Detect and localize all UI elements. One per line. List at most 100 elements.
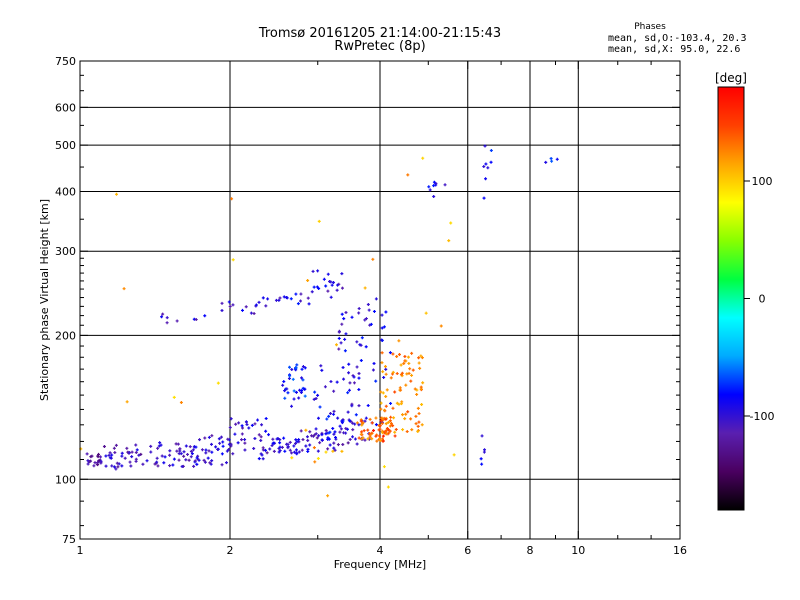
data-point — [266, 297, 270, 301]
y-tick-label: 400 — [55, 185, 76, 198]
data-point — [340, 322, 344, 326]
data-point — [366, 428, 370, 432]
data-point — [354, 413, 358, 417]
data-point — [318, 405, 322, 409]
data-point — [332, 432, 336, 436]
colorbar — [717, 86, 745, 511]
data-point — [312, 285, 316, 289]
data-point — [417, 412, 421, 416]
data-point — [452, 453, 456, 457]
data-point — [243, 438, 247, 442]
data-point — [420, 423, 424, 427]
data-point — [336, 283, 340, 287]
data-point — [115, 192, 119, 196]
x-tick-label: 8 — [527, 544, 534, 557]
data-point — [260, 423, 264, 427]
data-point — [363, 318, 367, 322]
data-point — [244, 305, 248, 309]
data-point — [282, 295, 286, 299]
data-point — [306, 279, 310, 283]
data-point — [287, 365, 291, 369]
data-point — [234, 422, 238, 426]
data-point — [317, 434, 321, 438]
data-point — [156, 464, 160, 468]
data-point — [306, 438, 310, 442]
colorbar-tick-label: 0 — [759, 293, 766, 306]
data-point — [236, 441, 240, 445]
data-point — [388, 429, 392, 433]
data-point — [301, 386, 305, 390]
data-point — [384, 394, 388, 398]
x-tick-label: 6 — [464, 544, 471, 557]
data-point — [357, 376, 361, 380]
colorbar-label: [deg] — [715, 71, 747, 85]
data-point — [427, 185, 431, 189]
data-point — [393, 390, 397, 394]
data-point — [359, 432, 363, 436]
data-point — [344, 332, 348, 336]
data-point — [368, 417, 372, 421]
data-point — [342, 317, 346, 321]
data-point — [337, 336, 341, 340]
data-point — [288, 374, 292, 378]
data-point — [389, 415, 393, 419]
data-point — [271, 441, 275, 445]
y-tick-label: 600 — [55, 101, 76, 114]
data-point — [288, 440, 292, 444]
data-point — [200, 448, 204, 452]
data-point — [287, 376, 291, 380]
data-point — [292, 444, 296, 448]
data-point — [410, 351, 414, 355]
data-point — [338, 424, 342, 428]
data-point — [202, 458, 206, 462]
data-point — [380, 422, 384, 426]
data-point — [415, 392, 419, 396]
data-point — [134, 443, 138, 447]
data-point — [407, 371, 411, 375]
data-point — [379, 419, 383, 423]
data-point — [240, 438, 244, 442]
data-point — [193, 459, 197, 463]
data-point — [189, 455, 193, 459]
data-point — [380, 326, 384, 330]
data-point — [332, 412, 336, 416]
data-point — [110, 464, 114, 468]
data-point — [344, 427, 348, 431]
data-point — [352, 381, 356, 385]
data-point — [369, 322, 373, 326]
data-point — [294, 448, 298, 452]
data-point — [168, 453, 172, 457]
data-point — [355, 442, 359, 446]
data-point — [399, 363, 403, 367]
data-point — [145, 459, 149, 463]
data-point — [175, 449, 179, 453]
data-point — [252, 312, 256, 316]
data-point — [172, 395, 176, 399]
data-point — [297, 450, 301, 454]
data-point — [385, 388, 389, 392]
data-point — [141, 462, 145, 466]
data-point — [391, 370, 395, 374]
data-point — [295, 440, 299, 444]
data-point — [290, 368, 294, 372]
y-axis-label: Stationary phase Virtual Height [km] — [38, 199, 51, 401]
data-point — [434, 183, 438, 187]
data-point — [329, 380, 333, 384]
data-point — [407, 361, 411, 365]
data-point — [419, 354, 423, 358]
data-point — [120, 464, 124, 468]
data-point — [381, 439, 385, 443]
x-axis-label: Frequency [MHz] — [334, 558, 426, 571]
data-point — [482, 165, 486, 169]
data-point — [409, 379, 413, 383]
data-point — [327, 414, 331, 418]
data-point — [220, 452, 224, 456]
data-point — [129, 464, 133, 468]
data-point — [189, 449, 193, 453]
data-point — [439, 324, 443, 328]
data-point — [171, 463, 175, 467]
data-point — [96, 455, 100, 459]
data-point — [334, 343, 338, 347]
data-point — [351, 428, 355, 432]
